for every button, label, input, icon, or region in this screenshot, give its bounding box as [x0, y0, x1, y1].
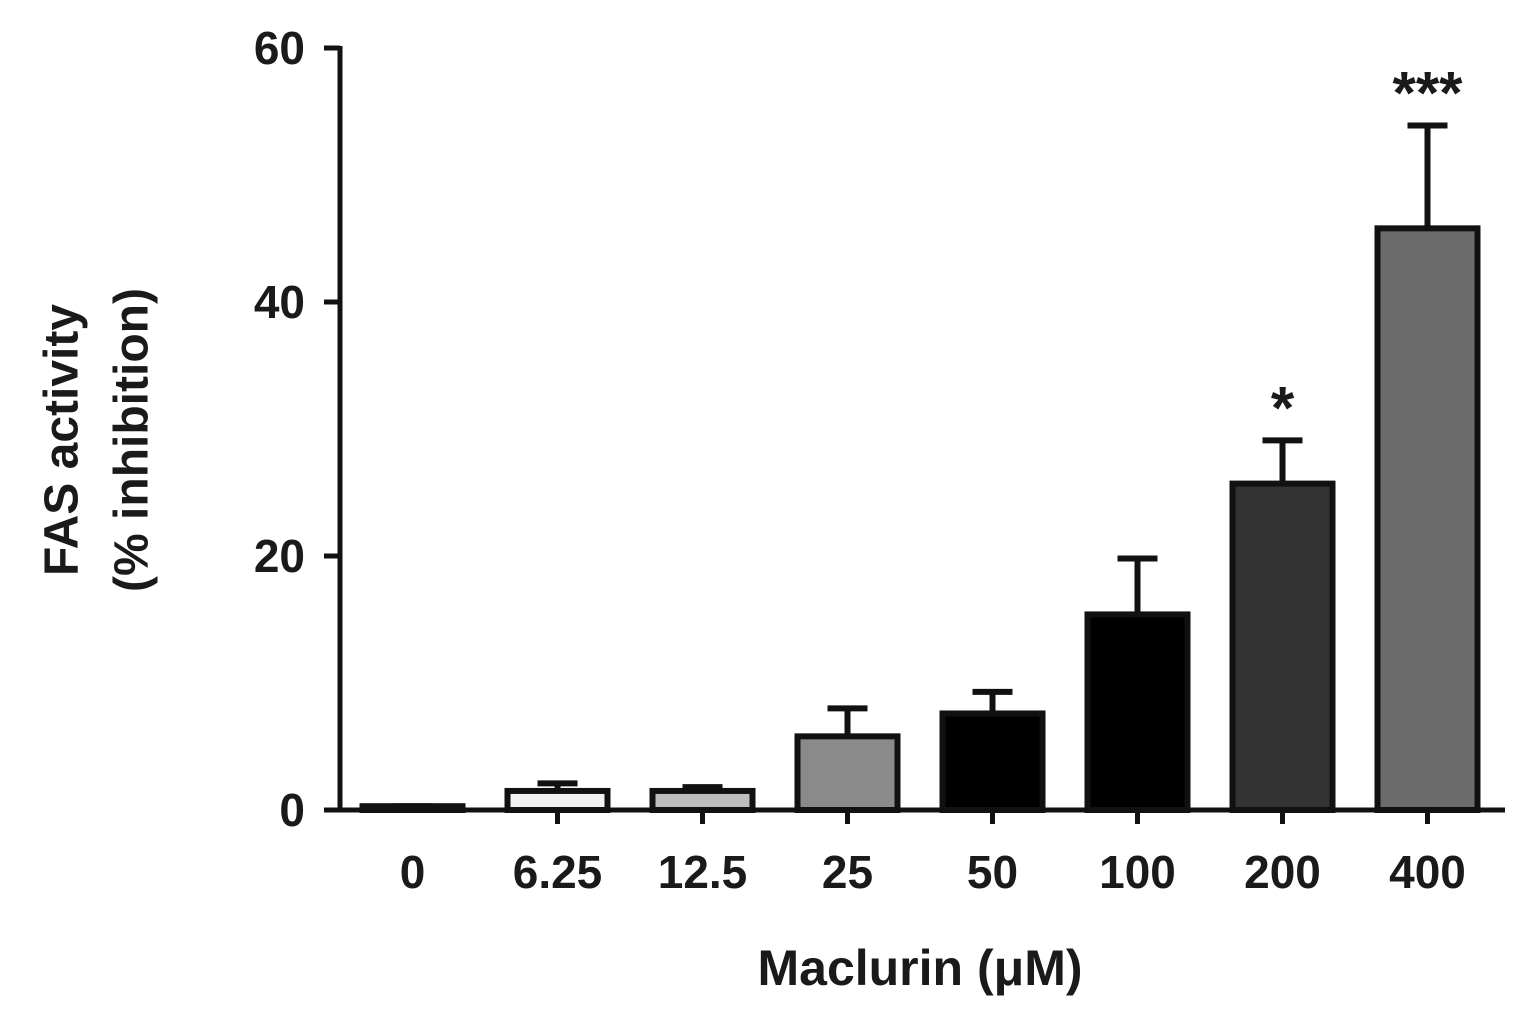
y-tick-label: 60	[254, 22, 305, 74]
bar	[649, 787, 756, 814]
x-tick-label: 400	[1389, 846, 1466, 898]
y-axis-label-line: (% inhibition)	[106, 288, 159, 592]
y-axis-label: FAS activity (% inhibition)	[36, 288, 159, 592]
x-tick-label: 12.5	[658, 846, 748, 898]
x-axis-label: Maclurin (μM)	[757, 940, 1082, 996]
x-tick-label: 100	[1099, 846, 1176, 898]
x-tick-label: 50	[967, 846, 1018, 898]
bar	[1229, 480, 1336, 813]
x-tick-label: 0	[400, 846, 426, 898]
x-tick-label: 200	[1244, 846, 1321, 898]
significance-label: ***	[1392, 59, 1463, 126]
bar	[1084, 611, 1191, 813]
bar	[794, 733, 901, 814]
y-tick-label: 20	[254, 530, 305, 582]
x-tick-label: 25	[822, 846, 873, 898]
x-tick-label: 6.25	[513, 846, 603, 898]
significance-label: *	[1271, 374, 1295, 441]
bar	[1374, 225, 1481, 813]
bar	[359, 803, 466, 814]
y-tick-label: 40	[254, 276, 305, 328]
y-tick-label: 0	[279, 784, 305, 836]
bar	[504, 787, 611, 814]
bar	[939, 710, 1046, 813]
y-axis-label-line: FAS activity	[36, 304, 89, 576]
